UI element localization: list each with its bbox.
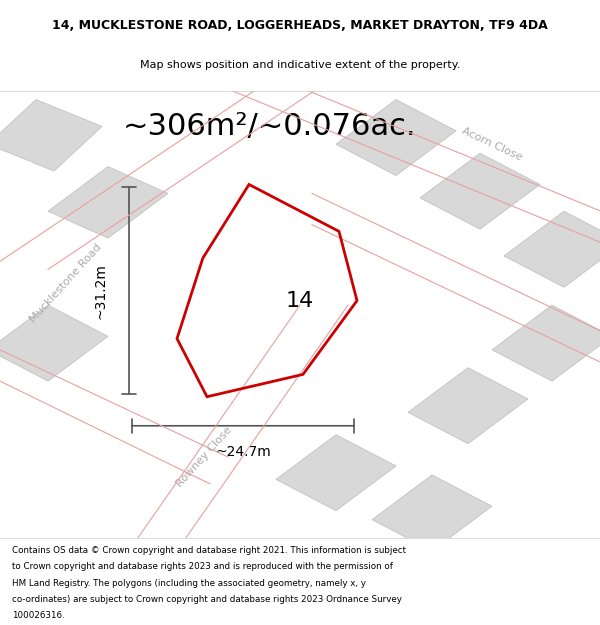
Polygon shape bbox=[336, 99, 456, 176]
Polygon shape bbox=[132, 305, 348, 546]
Polygon shape bbox=[372, 475, 492, 551]
Text: Acorn Close: Acorn Close bbox=[460, 126, 524, 162]
Text: ~24.7m: ~24.7m bbox=[215, 445, 271, 459]
Polygon shape bbox=[492, 305, 600, 381]
Text: ~306m²/~0.076ac.: ~306m²/~0.076ac. bbox=[123, 112, 417, 141]
Polygon shape bbox=[408, 368, 528, 444]
Text: 14, MUCKLESTONE ROAD, LOGGERHEADS, MARKET DRAYTON, TF9 4DA: 14, MUCKLESTONE ROAD, LOGGERHEADS, MARKE… bbox=[52, 19, 548, 32]
Text: HM Land Registry. The polygons (including the associated geometry, namely x, y: HM Land Registry. The polygons (includin… bbox=[12, 579, 366, 587]
Text: co-ordinates) are subject to Crown copyright and database rights 2023 Ordnance S: co-ordinates) are subject to Crown copyr… bbox=[12, 595, 402, 604]
Polygon shape bbox=[0, 68, 348, 269]
Polygon shape bbox=[276, 435, 396, 511]
Text: to Crown copyright and database rights 2023 and is reproduced with the permissio: to Crown copyright and database rights 2… bbox=[12, 562, 393, 571]
Polygon shape bbox=[210, 51, 600, 247]
Polygon shape bbox=[0, 99, 102, 171]
Polygon shape bbox=[420, 153, 540, 229]
Polygon shape bbox=[0, 305, 108, 381]
Text: 100026316.: 100026316. bbox=[12, 611, 65, 620]
Text: Rowney Close: Rowney Close bbox=[175, 425, 233, 489]
Polygon shape bbox=[504, 211, 600, 288]
Text: 14: 14 bbox=[286, 291, 314, 311]
Polygon shape bbox=[48, 167, 168, 238]
Polygon shape bbox=[312, 193, 600, 368]
Text: ~31.2m: ~31.2m bbox=[93, 262, 107, 319]
Text: Mucklestone Road: Mucklestone Road bbox=[28, 242, 104, 324]
Text: Map shows position and indicative extent of the property.: Map shows position and indicative extent… bbox=[140, 60, 460, 70]
Text: Contains OS data © Crown copyright and database right 2021. This information is : Contains OS data © Crown copyright and d… bbox=[12, 546, 406, 555]
